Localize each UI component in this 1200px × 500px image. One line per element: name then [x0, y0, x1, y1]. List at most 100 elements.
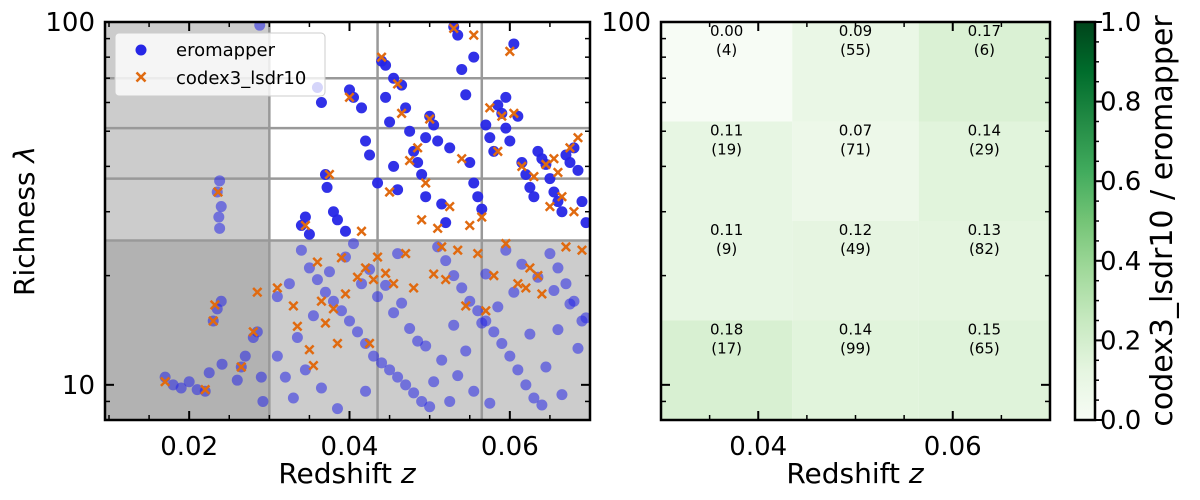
codex3-point [376, 52, 387, 63]
eromapper-point [580, 217, 590, 229]
heatmap-cell [792, 221, 919, 321]
eromapper-point [456, 282, 468, 294]
eromapper-point [215, 295, 227, 307]
codex3-point [384, 186, 395, 198]
codex3-point [456, 153, 467, 164]
eromapper-point [496, 107, 508, 119]
colorbar-tick-label: 0.0 [1100, 406, 1141, 436]
heatmap-cell [918, 121, 1050, 221]
eromapper-point [448, 270, 460, 282]
heatmap-cell-count: (19) [711, 140, 742, 158]
eromapper-point [213, 211, 225, 223]
eromapper-point [392, 371, 404, 383]
eromapper-point [388, 307, 400, 319]
eromapper-point [271, 291, 283, 303]
codex3-point [336, 252, 347, 263]
codex3-point [576, 245, 588, 256]
codex3-point [520, 282, 531, 293]
masked-region [269, 240, 590, 420]
colorbar-tick-label: 0.6 [1100, 167, 1141, 197]
codex3-point [328, 303, 339, 314]
eromapper-point [468, 177, 480, 189]
codex3-point [292, 321, 303, 332]
heatmap-cell [661, 221, 793, 321]
codex3-point [480, 305, 491, 316]
eromapper-point [428, 376, 440, 388]
heatmap-cell [918, 22, 1050, 122]
heatmap-cell-count: (29) [969, 140, 1000, 158]
heatmap-frame [659, 20, 1052, 422]
eromapper-point [335, 305, 347, 317]
eromapper-point [548, 284, 560, 296]
eromapper-point [576, 196, 588, 208]
legend-marker-codex [135, 71, 147, 83]
eromapper-point [303, 228, 315, 240]
eromapper-point [516, 258, 528, 270]
scatter-frame [103, 20, 592, 422]
legend-marker-eromapper [135, 44, 147, 56]
heatmap-cell [661, 22, 793, 122]
codex3-point [560, 241, 572, 252]
codex3-point [500, 238, 511, 249]
eromapper-point [472, 305, 484, 317]
eromapper-point [214, 222, 226, 234]
eromapper-point [500, 91, 512, 103]
eromapper-point [408, 387, 420, 399]
codex3-point [448, 23, 459, 34]
eromapper-point [372, 177, 384, 189]
eromapper-point [384, 116, 396, 128]
eromapper-point [331, 214, 343, 226]
codex3-point [476, 211, 487, 223]
eromapper-point [307, 310, 319, 322]
eromapper-point [444, 142, 456, 154]
eromapper-point [572, 164, 584, 176]
eromapper-point [380, 91, 392, 103]
eromapper-point [480, 119, 492, 131]
eromapper-point [344, 315, 356, 327]
eromapper-point [492, 301, 504, 313]
eromapper-point [524, 181, 536, 193]
eromapper-point [508, 286, 520, 298]
legend-label-codex: codex3_lsdr10 [176, 68, 306, 89]
heatmap-cell [918, 221, 1050, 321]
codex3-point [368, 274, 379, 285]
codex3-point [300, 220, 311, 231]
colorbar-frame [1073, 20, 1097, 422]
eromapper-point [520, 168, 532, 180]
codex3-point [404, 155, 415, 166]
codex3-point [508, 108, 519, 119]
eromapper-point [175, 382, 187, 394]
codex3-point [460, 300, 471, 312]
codex3-point [536, 288, 547, 300]
scatter-y-axis-title: Richness λ [8, 146, 41, 296]
heatmap-cell-count: (49) [840, 240, 871, 258]
codex3-point [212, 186, 224, 198]
heatmap-cell [918, 320, 1050, 420]
heatmap-cell-ratio: 0.11 [710, 221, 743, 239]
codex3-point [540, 159, 551, 170]
codex3-point [392, 78, 403, 90]
heatmap-cell-count: (71) [840, 140, 871, 158]
eromapper-point [339, 225, 351, 237]
eromapper-point [388, 160, 400, 172]
heatmap-cell [661, 320, 793, 420]
heatmap-cell-ratio: 0.12 [839, 221, 872, 239]
eromapper-point [416, 168, 428, 180]
codex3-point [464, 220, 475, 231]
heatmap-cell-ratio: 0.15 [968, 320, 1001, 338]
heatmap-x-tick-label: 0.06 [924, 432, 982, 462]
eromapper-point [544, 248, 556, 260]
codex3-point [312, 256, 323, 268]
eromapper-point [468, 385, 480, 397]
codex3-point [444, 201, 455, 212]
heatmap-x-tick-label: 0.04 [729, 432, 787, 462]
eromapper-point [255, 371, 267, 383]
colorbar-label: codex3_lsdr10 / eromapper [1145, 15, 1180, 427]
codex3-point [572, 132, 584, 143]
eromapper-point [311, 274, 323, 286]
codex3-point [528, 171, 539, 182]
eromapper-point [319, 286, 331, 298]
eromapper-point [564, 298, 576, 310]
eromapper-point [448, 319, 460, 331]
eromapper-point [323, 266, 335, 278]
